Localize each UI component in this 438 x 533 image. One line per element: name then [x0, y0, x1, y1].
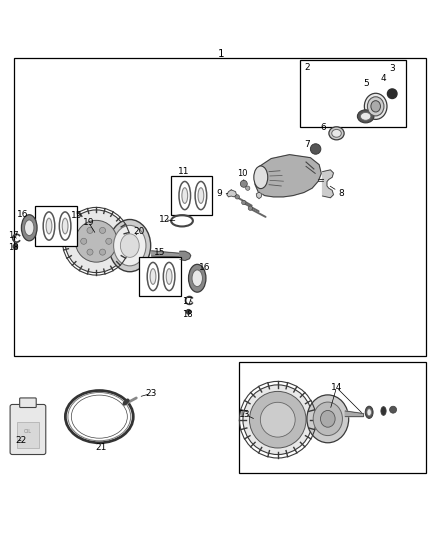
Ellipse shape: [21, 215, 37, 241]
Ellipse shape: [109, 220, 151, 272]
Bar: [239, 362, 426, 473]
Ellipse shape: [46, 218, 52, 234]
Text: 22: 22: [15, 436, 27, 445]
Text: 5: 5: [363, 79, 369, 88]
Ellipse shape: [62, 218, 68, 234]
Circle shape: [248, 206, 253, 211]
Text: 7: 7: [304, 140, 310, 149]
Ellipse shape: [166, 269, 172, 284]
Ellipse shape: [357, 110, 374, 123]
Bar: [139, 257, 181, 296]
Ellipse shape: [365, 406, 373, 418]
Ellipse shape: [360, 112, 371, 120]
Polygon shape: [345, 411, 364, 417]
Polygon shape: [255, 155, 321, 197]
Bar: [300, 60, 406, 127]
Polygon shape: [322, 170, 333, 198]
Text: 15: 15: [154, 248, 166, 257]
Text: 23: 23: [145, 389, 156, 398]
Text: 14: 14: [331, 383, 342, 392]
Text: 9: 9: [216, 189, 222, 198]
Ellipse shape: [364, 93, 387, 119]
Polygon shape: [152, 251, 181, 257]
Text: OIL: OIL: [24, 430, 32, 434]
Ellipse shape: [188, 264, 206, 292]
Text: 17: 17: [182, 297, 193, 306]
Text: 16: 16: [199, 263, 210, 272]
FancyBboxPatch shape: [20, 398, 36, 408]
Polygon shape: [180, 251, 191, 261]
Circle shape: [106, 238, 112, 244]
Circle shape: [81, 238, 87, 244]
Ellipse shape: [182, 188, 187, 204]
Circle shape: [186, 310, 191, 314]
Ellipse shape: [371, 101, 381, 112]
FancyBboxPatch shape: [10, 405, 46, 455]
Text: 6: 6: [321, 123, 326, 132]
Ellipse shape: [25, 220, 34, 236]
Circle shape: [99, 249, 106, 255]
Ellipse shape: [75, 220, 117, 262]
Text: 11: 11: [177, 167, 189, 176]
Ellipse shape: [192, 270, 202, 287]
Bar: [35, 206, 77, 246]
Text: 3: 3: [389, 64, 395, 73]
Ellipse shape: [367, 97, 384, 116]
Text: 12: 12: [159, 215, 170, 224]
Polygon shape: [227, 190, 237, 197]
Text: 18: 18: [182, 310, 193, 319]
Circle shape: [388, 89, 397, 99]
Ellipse shape: [332, 130, 341, 137]
Ellipse shape: [198, 188, 204, 204]
Ellipse shape: [65, 210, 127, 272]
Ellipse shape: [307, 395, 349, 443]
Circle shape: [242, 200, 246, 205]
Ellipse shape: [367, 409, 371, 416]
Text: 19: 19: [83, 217, 94, 227]
Ellipse shape: [113, 225, 146, 266]
Text: 20: 20: [133, 227, 145, 236]
Circle shape: [246, 186, 250, 190]
Text: 2: 2: [304, 63, 310, 71]
Circle shape: [99, 228, 106, 233]
Circle shape: [311, 144, 321, 154]
Circle shape: [87, 249, 93, 255]
Ellipse shape: [250, 391, 306, 448]
Circle shape: [235, 195, 240, 199]
Ellipse shape: [313, 402, 343, 435]
Bar: [17, 422, 39, 448]
Circle shape: [87, 228, 93, 233]
Text: 21: 21: [95, 442, 106, 451]
Text: 16: 16: [17, 210, 28, 219]
Ellipse shape: [321, 410, 335, 427]
Ellipse shape: [260, 402, 295, 437]
Bar: [171, 176, 212, 215]
Ellipse shape: [329, 127, 344, 140]
Text: 1: 1: [218, 49, 225, 59]
Ellipse shape: [243, 385, 313, 455]
Text: 15: 15: [71, 211, 83, 220]
Circle shape: [390, 406, 396, 413]
Text: 4: 4: [381, 74, 386, 83]
Ellipse shape: [254, 166, 268, 189]
Ellipse shape: [120, 234, 139, 257]
Circle shape: [13, 244, 18, 249]
Circle shape: [240, 180, 247, 187]
Bar: [14, 58, 426, 356]
Ellipse shape: [381, 407, 386, 415]
Ellipse shape: [150, 269, 156, 284]
Text: 10: 10: [237, 169, 247, 179]
Text: 18: 18: [8, 243, 18, 252]
Text: 8: 8: [338, 189, 344, 198]
Polygon shape: [256, 192, 261, 199]
Text: 17: 17: [8, 231, 18, 240]
Text: 13: 13: [239, 410, 251, 419]
